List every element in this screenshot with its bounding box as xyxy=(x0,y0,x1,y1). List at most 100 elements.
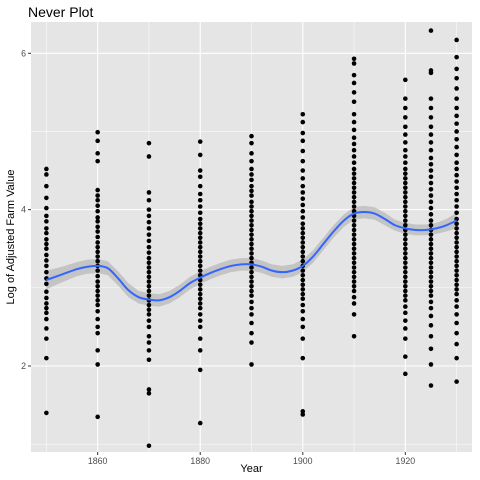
data-point xyxy=(300,208,306,214)
data-point xyxy=(300,111,306,117)
data-point xyxy=(197,420,203,426)
data-point xyxy=(197,312,203,317)
data-point xyxy=(403,147,408,153)
data-point xyxy=(351,111,357,117)
data-point xyxy=(300,168,306,173)
data-point xyxy=(351,269,357,275)
data-point xyxy=(428,362,434,367)
data-point xyxy=(403,77,408,83)
data-point xyxy=(351,222,357,228)
data-point xyxy=(454,226,459,231)
data-point xyxy=(197,324,203,330)
data-point xyxy=(249,362,254,367)
data-point xyxy=(403,218,408,223)
data-point xyxy=(403,115,408,120)
data-point xyxy=(249,158,254,164)
data-point xyxy=(351,127,357,133)
data-point xyxy=(95,234,100,240)
data-point xyxy=(428,269,434,275)
data-point xyxy=(95,138,100,144)
data-point xyxy=(428,28,434,33)
data-point xyxy=(428,222,434,228)
data-point xyxy=(403,246,408,252)
data-point xyxy=(454,96,459,101)
data-point xyxy=(146,307,152,313)
data-point xyxy=(44,219,49,224)
data-point xyxy=(146,260,152,266)
data-point xyxy=(351,180,357,186)
smooth-line xyxy=(46,210,458,302)
data-point xyxy=(351,61,357,66)
data-point xyxy=(428,241,434,247)
data-point xyxy=(403,354,408,359)
data-point xyxy=(403,255,408,261)
data-point xyxy=(95,298,100,303)
data-point xyxy=(454,166,459,172)
data-point xyxy=(403,132,408,137)
data-point xyxy=(249,299,254,305)
data-point xyxy=(95,348,100,353)
data-point xyxy=(249,265,254,270)
data-point xyxy=(454,341,459,347)
data-point xyxy=(454,105,459,111)
data-point xyxy=(249,151,254,156)
data-point xyxy=(428,70,434,76)
data-point xyxy=(44,263,49,269)
data-point xyxy=(454,355,459,361)
data-point xyxy=(95,197,100,203)
data-point xyxy=(454,258,459,264)
data-point xyxy=(403,160,408,166)
y-tick-label: 6 xyxy=(21,48,26,58)
data-point xyxy=(351,141,357,147)
data-point xyxy=(403,105,408,111)
data-point xyxy=(403,237,408,242)
data-point xyxy=(95,208,100,214)
data-point xyxy=(403,310,408,316)
data-point xyxy=(249,288,254,294)
data-point xyxy=(454,221,459,227)
data-point xyxy=(44,230,49,236)
data-point xyxy=(454,282,459,287)
data-point xyxy=(403,208,408,214)
data-point xyxy=(197,244,203,250)
data-point xyxy=(249,193,254,198)
data-point xyxy=(351,218,357,223)
data-point xyxy=(428,255,434,261)
data-point xyxy=(249,279,254,284)
data-point xyxy=(351,279,357,284)
data-point xyxy=(95,302,100,308)
data-point xyxy=(403,318,408,323)
data-point xyxy=(403,180,408,186)
x-tick-label: 1880 xyxy=(190,456,210,466)
data-point xyxy=(146,274,152,280)
axes: 1860 1880 1900 1920 2 4 6 xyxy=(21,48,415,466)
data-point xyxy=(300,249,306,255)
data-point xyxy=(95,151,100,156)
data-point xyxy=(197,291,203,297)
data-point xyxy=(249,251,254,256)
data-point xyxy=(454,312,459,317)
data-point xyxy=(44,410,49,416)
data-point xyxy=(454,172,459,178)
data-point xyxy=(197,287,203,292)
data-point xyxy=(403,185,408,191)
data-point xyxy=(454,277,459,283)
data-point xyxy=(454,179,459,184)
data-point xyxy=(300,215,306,220)
x-axis-title: Year xyxy=(240,463,263,475)
data-point xyxy=(146,312,152,317)
data-point xyxy=(351,160,357,166)
data-point xyxy=(351,251,357,256)
data-point xyxy=(428,132,434,137)
data-point xyxy=(197,216,203,222)
data-point xyxy=(300,336,306,341)
data-point xyxy=(197,240,203,245)
data-point xyxy=(428,313,434,319)
data-point xyxy=(428,383,434,388)
data-point xyxy=(249,227,254,233)
data-point xyxy=(95,414,100,420)
data-point xyxy=(44,269,49,275)
chart-title: Never Plot xyxy=(28,4,93,20)
data-point xyxy=(44,281,49,287)
data-point xyxy=(428,246,434,252)
